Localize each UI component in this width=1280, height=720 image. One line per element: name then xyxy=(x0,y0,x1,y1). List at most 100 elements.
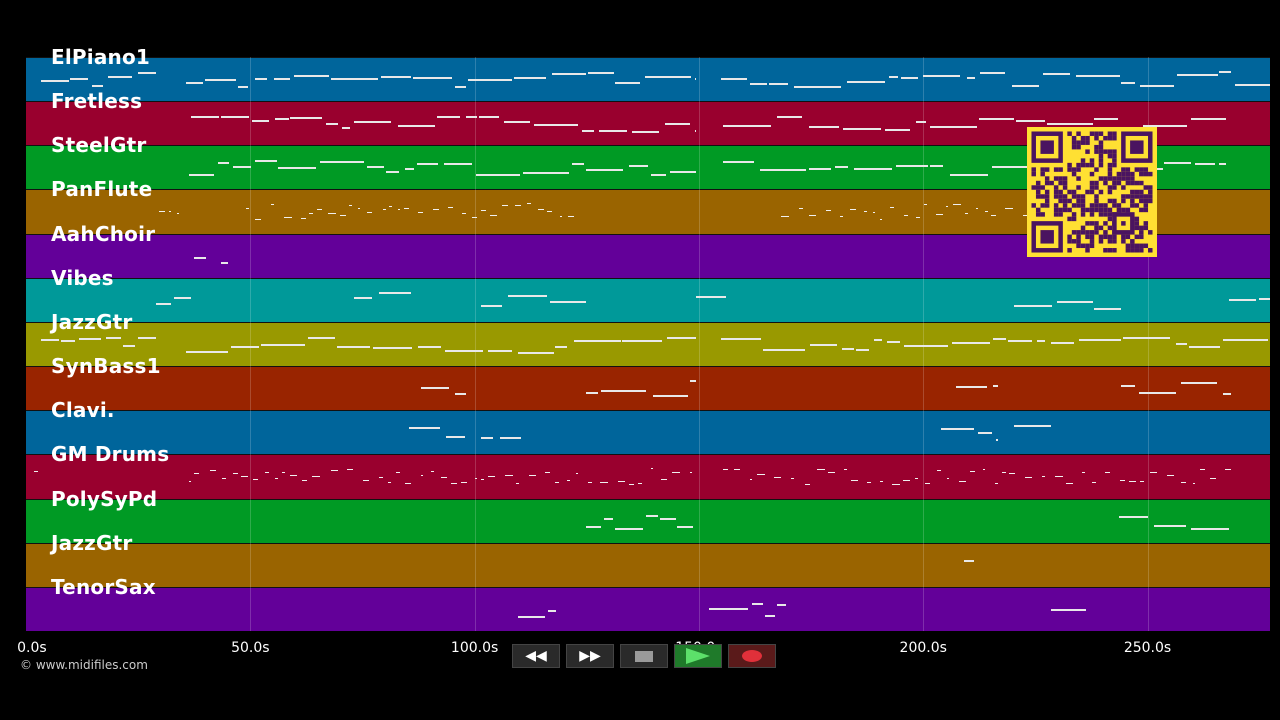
midi-note xyxy=(397,125,435,128)
midi-note xyxy=(547,609,556,612)
midi-note xyxy=(874,339,883,342)
midi-note xyxy=(523,172,569,175)
midi-note xyxy=(301,479,307,481)
midi-note xyxy=(516,483,519,485)
fast-forward-icon: ▶▶ xyxy=(579,648,601,664)
midi-note xyxy=(107,75,133,78)
midi-note xyxy=(827,472,836,474)
midi-note xyxy=(751,602,763,605)
midi-note xyxy=(194,256,206,259)
midi-note xyxy=(629,164,649,167)
midi-note xyxy=(1229,298,1256,301)
midi-note xyxy=(856,348,870,351)
midi-note xyxy=(696,296,726,299)
midi-note xyxy=(670,170,696,173)
midi-note xyxy=(274,478,279,480)
midi-note xyxy=(1234,84,1270,87)
midi-note xyxy=(941,428,974,431)
midi-note xyxy=(1223,338,1269,341)
transport-controls: ◀◀ ▶▶ xyxy=(512,644,776,668)
rewind-button[interactable]: ◀◀ xyxy=(512,644,560,668)
track-label: PanFlute xyxy=(51,177,153,202)
time-tick-label: 50.0s xyxy=(231,640,270,656)
midi-note xyxy=(880,219,883,221)
midi-note xyxy=(733,468,740,470)
midi-note xyxy=(749,82,768,85)
midi-note xyxy=(864,210,867,212)
midi-note xyxy=(723,125,771,128)
midi-note xyxy=(586,526,602,529)
midi-note xyxy=(137,337,156,340)
time-gridline xyxy=(1147,57,1149,631)
midi-note xyxy=(1051,342,1074,345)
play-button[interactable] xyxy=(674,644,722,668)
midi-note xyxy=(935,213,943,215)
midi-note xyxy=(186,81,204,84)
fast-forward-button[interactable]: ▶▶ xyxy=(566,644,614,668)
midi-note xyxy=(283,217,292,219)
midi-note xyxy=(566,480,570,482)
midi-note xyxy=(445,435,466,438)
midi-note xyxy=(395,471,400,473)
midi-note xyxy=(309,213,314,215)
midi-note xyxy=(1167,474,1175,476)
midi-note xyxy=(904,215,908,217)
midi-note xyxy=(70,78,89,81)
midi-note xyxy=(888,76,898,79)
midi-note xyxy=(826,209,831,211)
midi-note xyxy=(404,208,409,210)
midi-note xyxy=(330,78,379,81)
midi-note xyxy=(528,474,536,476)
midi-note xyxy=(850,208,857,210)
midi-note xyxy=(518,616,545,619)
midi-note xyxy=(872,211,876,213)
midi-note xyxy=(947,477,950,479)
time-tick-label: 0.0s xyxy=(17,640,47,656)
midi-note xyxy=(979,117,1015,120)
midi-note xyxy=(799,208,803,210)
midi-note xyxy=(339,214,346,216)
midi-note xyxy=(759,169,807,172)
midi-note xyxy=(922,75,961,78)
midi-note xyxy=(810,344,838,347)
midi-note xyxy=(895,165,929,168)
midi-note xyxy=(1142,124,1188,127)
midi-note xyxy=(481,436,493,439)
midi-note xyxy=(454,85,466,88)
midi-note xyxy=(289,116,323,119)
midi-note xyxy=(603,517,613,520)
midi-note xyxy=(367,165,385,168)
midi-note xyxy=(1094,118,1118,121)
midi-note xyxy=(191,115,219,118)
record-button[interactable] xyxy=(728,644,776,668)
midi-note xyxy=(388,482,391,484)
midi-note xyxy=(307,336,336,339)
midi-note xyxy=(554,482,560,484)
midi-note xyxy=(430,470,435,472)
midi-note xyxy=(421,475,424,477)
midi-note xyxy=(544,472,550,474)
midi-note xyxy=(488,349,513,352)
track-lane xyxy=(26,410,1270,455)
midi-note xyxy=(1104,472,1111,474)
time-gridline xyxy=(250,57,252,631)
midi-note xyxy=(1014,305,1052,308)
midi-note xyxy=(573,340,621,343)
midi-note xyxy=(1022,214,1029,216)
midi-note xyxy=(923,203,927,205)
midi-note xyxy=(479,115,500,118)
midi-note xyxy=(914,477,918,479)
track-lane xyxy=(26,542,1270,587)
midi-note xyxy=(79,337,101,340)
midi-note xyxy=(964,560,974,563)
midi-note xyxy=(1036,339,1045,342)
midi-note xyxy=(490,214,498,216)
midi-note xyxy=(460,481,467,483)
midi-note xyxy=(336,346,371,349)
stop-button[interactable] xyxy=(620,644,668,668)
midi-note xyxy=(34,471,38,473)
midi-note xyxy=(994,483,999,485)
midi-note xyxy=(949,174,989,177)
time-tick-label: 200.0s xyxy=(899,640,947,656)
midi-note xyxy=(887,340,900,343)
